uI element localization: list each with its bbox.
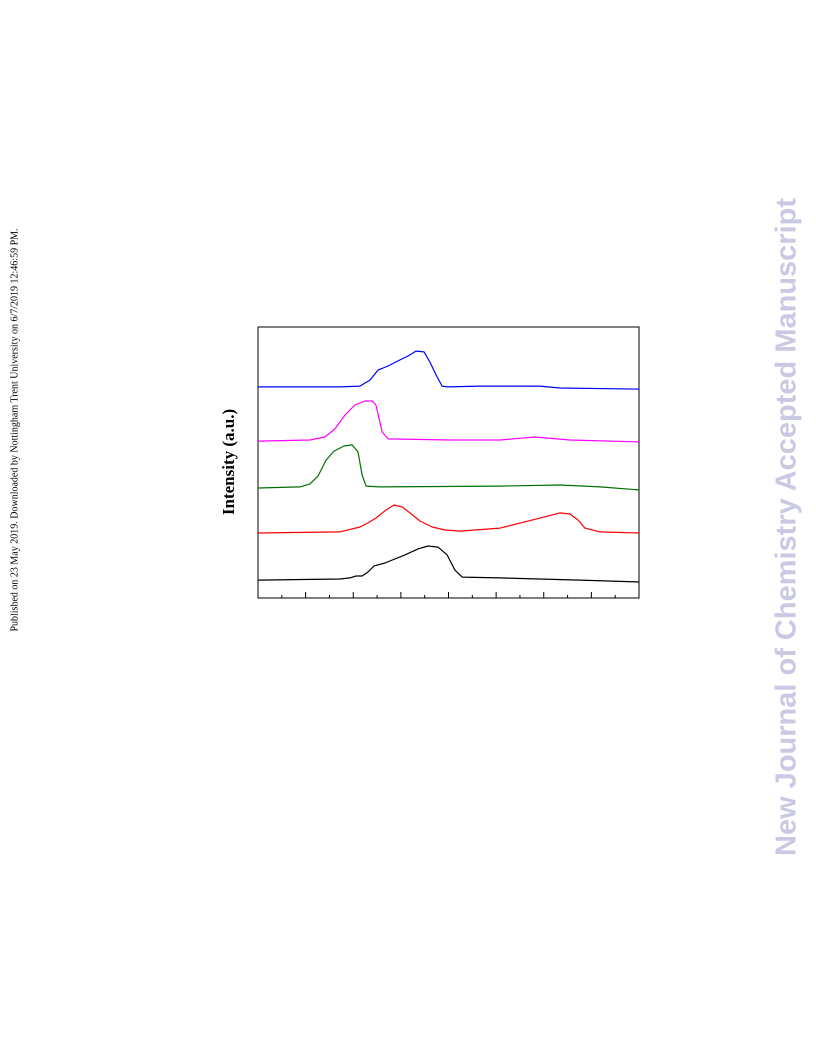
- watermark: New Journal of Chemistry Accepted Manusc…: [771, 198, 803, 856]
- spectrum-line: [257, 400, 640, 443]
- y-axis-label: Intensity (a.u.): [219, 409, 238, 515]
- spectrum-line: [257, 504, 640, 534]
- spectrum-line: [258, 350, 640, 390]
- side-note: Published on 23 May 2019. Downloaded by …: [9, 228, 20, 631]
- spectrum-line: [257, 444, 640, 491]
- spectrum-line: [257, 545, 640, 583]
